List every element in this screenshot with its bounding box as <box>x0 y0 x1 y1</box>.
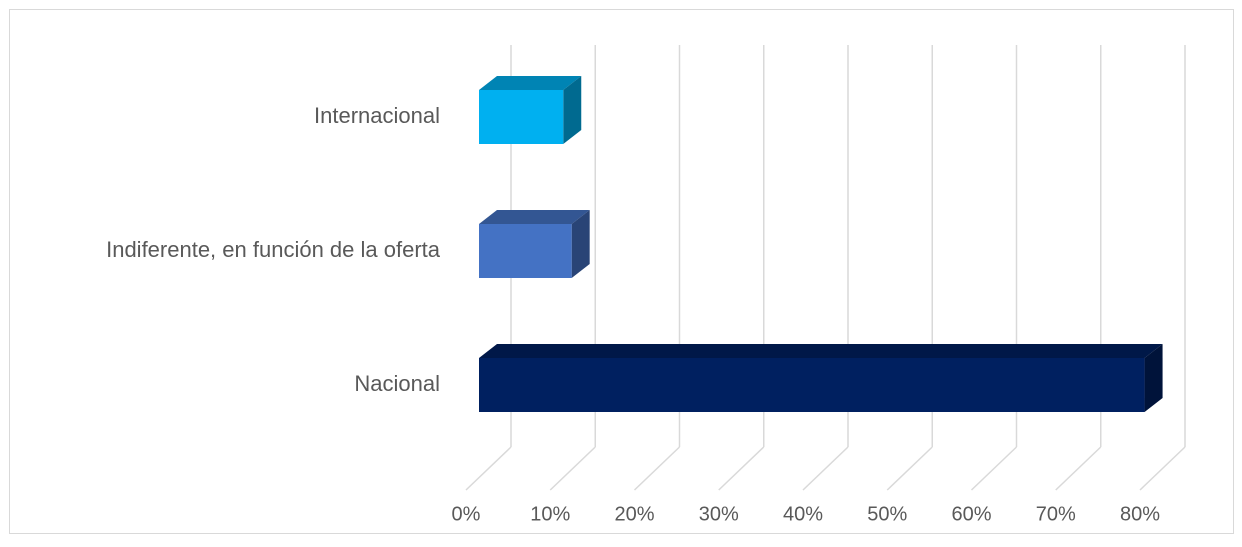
grid-floor-line <box>802 446 849 491</box>
x-tick-label: 50% <box>867 503 907 525</box>
grid-floor-line <box>465 446 512 491</box>
bar-top <box>479 210 590 224</box>
x-tick-label: 80% <box>1120 503 1160 525</box>
grid-floor-line <box>886 446 933 491</box>
x-tick-label: 70% <box>1036 503 1076 525</box>
y-tick-label: Internacional <box>314 103 440 128</box>
grid-floor-line <box>1055 446 1102 491</box>
x-tick-label: 30% <box>699 503 739 525</box>
bar <box>479 224 572 278</box>
bar <box>479 358 1145 412</box>
y-tick-label: Nacional <box>354 371 440 396</box>
bar-side <box>571 210 590 278</box>
bar-side <box>1144 344 1163 412</box>
bar <box>479 90 564 144</box>
chart-frame <box>9 9 1234 534</box>
y-tick-label: Indiferente, en función de la oferta <box>106 237 441 262</box>
grid-floor-line <box>633 446 681 491</box>
grid-floor-line <box>970 446 1018 491</box>
x-tick-label: 10% <box>530 503 570 525</box>
bar-top <box>479 76 582 90</box>
grid-floor-line <box>549 446 596 491</box>
grid-floor-line <box>718 446 765 491</box>
bar-side <box>563 76 582 144</box>
x-tick-label: 0% <box>452 503 481 525</box>
x-tick-label: 20% <box>614 503 654 525</box>
grid-floor-line <box>1139 446 1186 491</box>
bar-top <box>479 344 1163 358</box>
x-tick-label: 40% <box>783 503 823 525</box>
x-tick-label: 60% <box>951 503 991 525</box>
